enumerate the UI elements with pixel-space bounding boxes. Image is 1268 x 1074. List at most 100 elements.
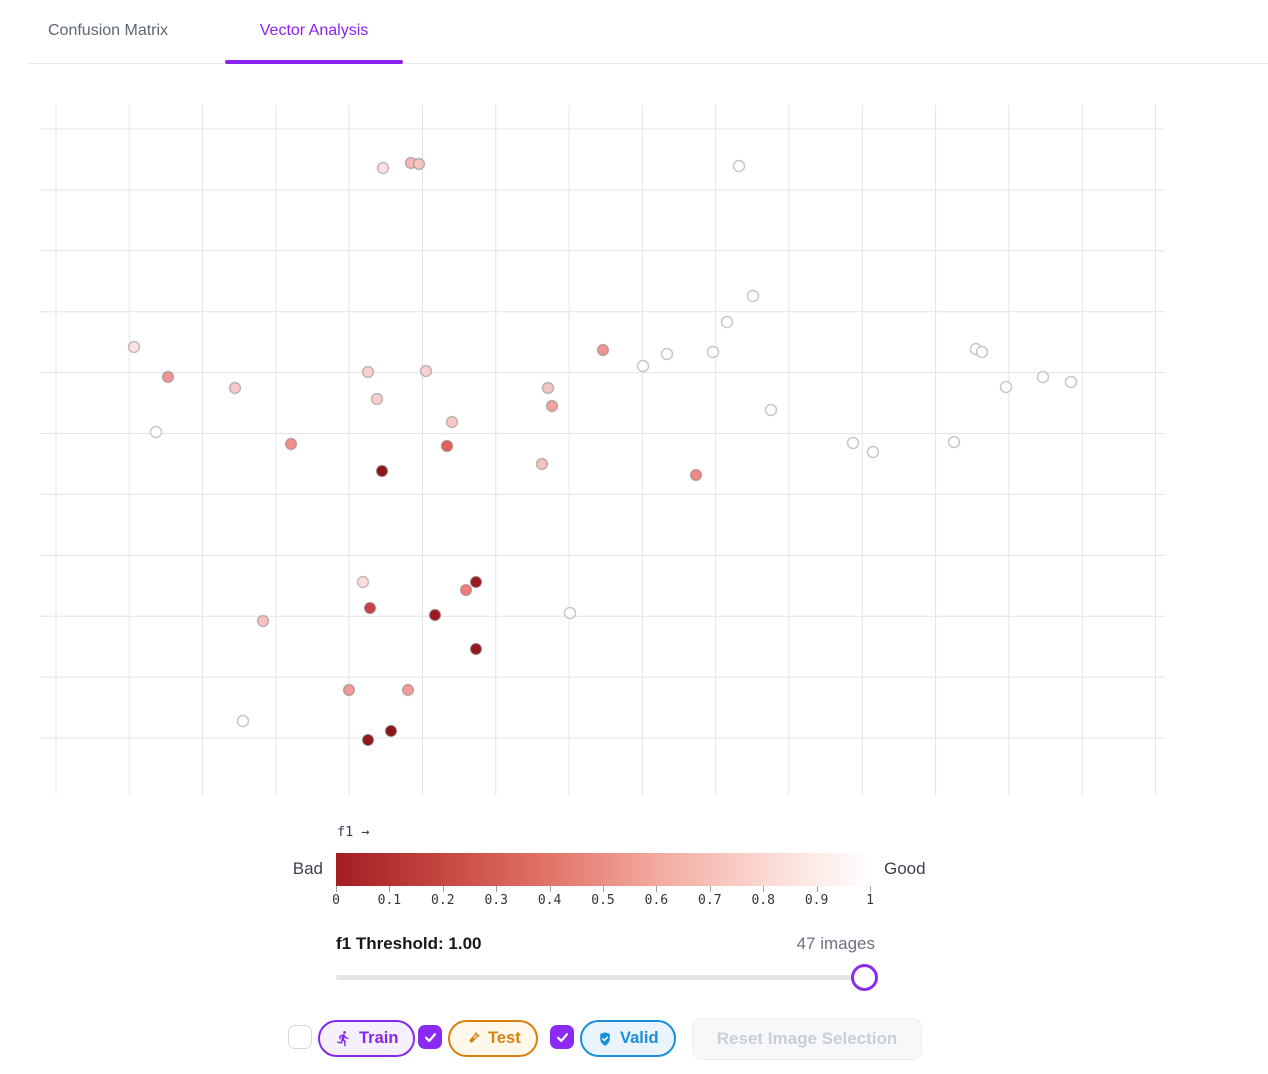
scatter-point[interactable] bbox=[764, 403, 778, 417]
checkmark-icon bbox=[556, 1032, 568, 1042]
scatter-point[interactable] bbox=[999, 380, 1013, 394]
scatter-point[interactable] bbox=[660, 347, 674, 361]
scatter-point[interactable] bbox=[149, 425, 163, 439]
colorbar-tick-label: 0.1 bbox=[377, 893, 402, 908]
scatter-point[interactable] bbox=[361, 365, 375, 379]
colorbar-ticks: 0 0.1 0.2 0.3 0.4 0.5 0.6 0.7 0.8 0.9 1 bbox=[332, 886, 874, 912]
scatter-point[interactable] bbox=[127, 340, 141, 354]
train-pill-button[interactable]: Train bbox=[318, 1020, 416, 1057]
scatter-point[interactable] bbox=[459, 583, 473, 597]
colorbar-tick-mark bbox=[549, 886, 551, 892]
colorbar-tick-label: 0.6 bbox=[644, 893, 669, 908]
f1-threshold-slider-track[interactable] bbox=[336, 975, 878, 980]
scatter-point[interactable] bbox=[228, 381, 242, 395]
valid-checkbox[interactable] bbox=[550, 1025, 574, 1049]
scatter-point[interactable] bbox=[356, 575, 370, 589]
scatter-point[interactable] bbox=[636, 359, 650, 373]
reset-image-selection-button[interactable]: Reset Image Selection bbox=[692, 1018, 922, 1060]
tab-vector-analysis[interactable]: Vector Analysis bbox=[259, 22, 369, 39]
colorbar-tick-mark bbox=[496, 886, 498, 892]
scatter-point[interactable] bbox=[361, 733, 375, 747]
scatter-point[interactable] bbox=[746, 289, 760, 303]
colorbar-tick-mark bbox=[442, 886, 444, 892]
colorbar-tick-mark bbox=[603, 886, 604, 892]
colorbar-good-label: Good bbox=[884, 859, 926, 878]
scatter-point[interactable] bbox=[689, 468, 703, 482]
scatter-point[interactable] bbox=[469, 575, 483, 589]
tab-divider bbox=[28, 63, 1268, 64]
colorbar-tick-label: 0.8 bbox=[751, 893, 775, 908]
scatter-point[interactable] bbox=[732, 159, 746, 173]
colorbar-axis-label: f1 → bbox=[337, 824, 370, 840]
scatter-point[interactable] bbox=[1064, 375, 1078, 389]
scatter-point[interactable] bbox=[342, 683, 356, 697]
test-pill-button[interactable]: Test bbox=[448, 1020, 538, 1057]
colorbar-tick-label: 0.9 bbox=[804, 893, 829, 908]
runner-icon bbox=[337, 1031, 349, 1047]
colorbar-tick-mark bbox=[709, 886, 711, 892]
scatter-point[interactable] bbox=[596, 343, 610, 357]
plot-controls: f1 → Bad Good 0 0.1 0.2 0.3 0.4 0.5 0.6 0.7 0.8 0… bbox=[0, 820, 1268, 1074]
colorbar-tick-label: 0.5 bbox=[591, 893, 615, 908]
colorbar-tick-label: 0.3 bbox=[484, 893, 508, 908]
scatter-point[interactable] bbox=[445, 415, 459, 429]
scatter-point[interactable] bbox=[563, 606, 577, 620]
colorbar-tick-label: 0 bbox=[332, 893, 340, 908]
scatter-point[interactable] bbox=[375, 464, 389, 478]
scatter-point[interactable] bbox=[236, 714, 250, 728]
scatter-point[interactable] bbox=[363, 601, 377, 615]
grid-lines bbox=[40, 105, 1165, 795]
scatter-point[interactable] bbox=[846, 436, 860, 450]
colorbar-tick-label: 0.4 bbox=[537, 893, 562, 908]
valid-pill-button[interactable]: Valid bbox=[580, 1020, 676, 1057]
f1-threshold-slider-knob[interactable] bbox=[851, 964, 878, 991]
train-pill-label: Train bbox=[359, 1029, 399, 1047]
scatter-point[interactable] bbox=[401, 683, 415, 697]
scatter-point[interactable] bbox=[720, 315, 734, 329]
colorbar-tick-label: 0.2 bbox=[431, 893, 455, 908]
colorbar-tick-label: 1 bbox=[866, 893, 874, 908]
train-checkbox[interactable] bbox=[288, 1025, 312, 1049]
f1-threshold-label: f1 Threshold: 1.00 bbox=[336, 934, 482, 953]
scatter-point[interactable] bbox=[535, 457, 549, 471]
split-filter-row: Train Test Valid Rese bbox=[0, 1018, 1268, 1064]
active-tab-underline bbox=[225, 60, 403, 64]
scatter-point[interactable] bbox=[706, 345, 720, 359]
colorbar-tick-mark bbox=[870, 886, 871, 892]
scatter-point[interactable] bbox=[284, 437, 298, 451]
test-tube-icon bbox=[469, 1031, 480, 1043]
scatter-point[interactable] bbox=[541, 381, 555, 395]
scatter-point[interactable] bbox=[947, 435, 961, 449]
test-pill-label: Test bbox=[488, 1029, 521, 1047]
scatter-plot[interactable] bbox=[0, 95, 1268, 795]
scatter-point[interactable] bbox=[419, 364, 433, 378]
image-count-label: 47 images bbox=[796, 934, 875, 953]
colorbar-tick-mark bbox=[816, 886, 818, 892]
colorbar-tick-mark bbox=[336, 886, 337, 892]
colorbar-gradient bbox=[336, 853, 870, 886]
tab-confusion-matrix[interactable]: Confusion Matrix bbox=[48, 22, 169, 39]
scatter-point[interactable] bbox=[376, 161, 390, 175]
scatter-point[interactable] bbox=[370, 392, 384, 406]
scatter-point[interactable] bbox=[161, 370, 175, 384]
checkmark-icon bbox=[424, 1032, 436, 1042]
colorbar-tick-mark bbox=[763, 886, 765, 892]
colorbar-tick-mark bbox=[656, 886, 658, 892]
tab-bar: Confusion Matrix Vector Analysis bbox=[0, 0, 1268, 64]
scatter-point[interactable] bbox=[440, 439, 454, 453]
scatter-point[interactable] bbox=[256, 614, 270, 628]
scatter-point[interactable] bbox=[975, 345, 989, 359]
scatter-point[interactable] bbox=[469, 642, 483, 656]
scatter-point[interactable] bbox=[428, 608, 442, 622]
colorbar-tick-label: 0.7 bbox=[698, 893, 722, 908]
scatter-point[interactable] bbox=[1036, 370, 1050, 384]
scatter-point[interactable] bbox=[412, 157, 426, 171]
colorbar-tick-mark bbox=[389, 886, 391, 892]
scatter-point[interactable] bbox=[384, 724, 398, 738]
scatter-point[interactable] bbox=[866, 445, 880, 459]
test-checkbox[interactable] bbox=[418, 1025, 442, 1049]
colorbar-bad-label: Bad bbox=[292, 859, 323, 878]
shield-check-icon bbox=[600, 1031, 610, 1046]
scatter-point[interactable] bbox=[545, 399, 559, 413]
valid-pill-label: Valid bbox=[620, 1029, 659, 1047]
